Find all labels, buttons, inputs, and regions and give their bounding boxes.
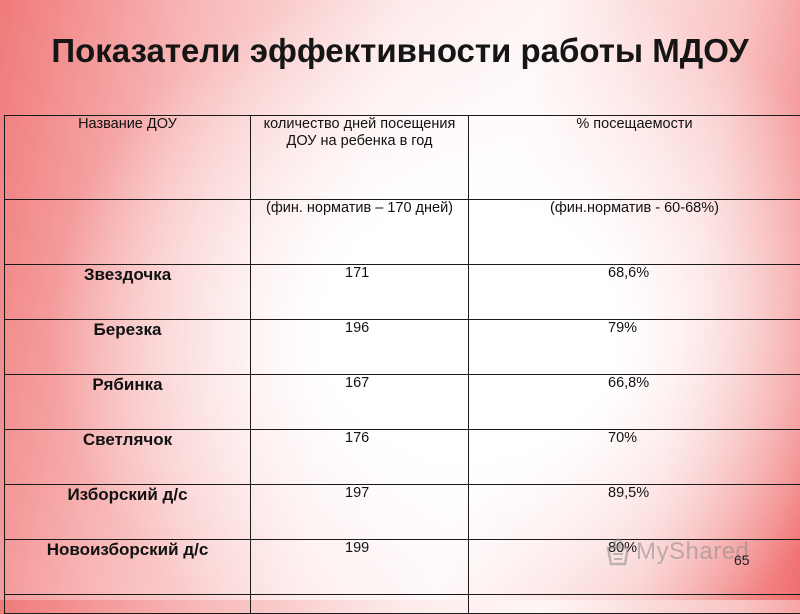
header-days: количество дней посещения ДОУ на ребенка… bbox=[251, 116, 469, 200]
dou-name: Рябинка bbox=[5, 375, 251, 430]
table-row: Березка 196 79% bbox=[5, 320, 800, 375]
attendance-percent: 66,8% bbox=[469, 375, 800, 430]
attendance-percent: 79% bbox=[469, 320, 800, 375]
visit-days: 176 bbox=[251, 430, 469, 485]
slide-title: Показатели эффективности работы МДОУ bbox=[40, 30, 760, 72]
watermark-text: MyShared bbox=[636, 538, 749, 566]
dou-name: Изборский д/с bbox=[5, 485, 251, 540]
table-row: Звездочка 171 68,6% bbox=[5, 265, 800, 320]
visit-days: 171 bbox=[251, 265, 469, 320]
norm-name bbox=[5, 200, 251, 265]
table-row: Рябинка 167 66,8% bbox=[5, 375, 800, 430]
visit-days: 197 bbox=[251, 485, 469, 540]
visit-days: 167 bbox=[251, 375, 469, 430]
table-header-row: Название ДОУ количество дней посещения Д… bbox=[5, 116, 800, 200]
norm-row: (фин. норматив – 170 дней) (фин.норматив… bbox=[5, 200, 800, 265]
header-name: Название ДОУ bbox=[5, 116, 251, 200]
dou-name: Березка bbox=[5, 320, 251, 375]
attendance-percent: 89,5% bbox=[469, 485, 800, 540]
table-row: Светлячок 176 70% bbox=[5, 430, 800, 485]
table-row-empty bbox=[5, 595, 800, 614]
attendance-percent: 68,6% bbox=[469, 265, 800, 320]
dou-name: Звездочка bbox=[5, 265, 251, 320]
attendance-percent: 70% bbox=[469, 430, 800, 485]
visit-days: 196 bbox=[251, 320, 469, 375]
visit-days: 199 bbox=[251, 540, 469, 595]
dou-name: Светлячок bbox=[5, 430, 251, 485]
dou-name: Новоизборский д/с bbox=[5, 540, 251, 595]
norm-days: (фин. норматив – 170 дней) bbox=[251, 200, 469, 265]
norm-percent: (фин.норматив - 60-68%) bbox=[469, 200, 800, 265]
table-row: Изборский д/с 197 89,5% bbox=[5, 485, 800, 540]
watermark-logo-icon bbox=[604, 536, 634, 568]
slide-number: 65 bbox=[734, 552, 750, 568]
header-percent: % посещаемости bbox=[469, 116, 800, 200]
